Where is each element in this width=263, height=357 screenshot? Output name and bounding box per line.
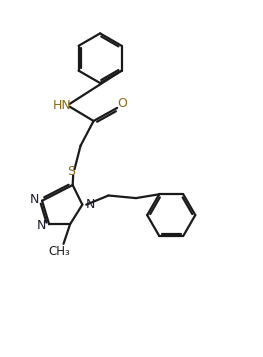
- Text: HN: HN: [53, 99, 72, 112]
- Text: S: S: [67, 165, 75, 178]
- Text: N: N: [29, 193, 39, 206]
- Text: O: O: [117, 97, 127, 110]
- Text: N: N: [85, 198, 95, 211]
- Text: CH₃: CH₃: [49, 245, 70, 258]
- Text: N: N: [37, 219, 46, 232]
